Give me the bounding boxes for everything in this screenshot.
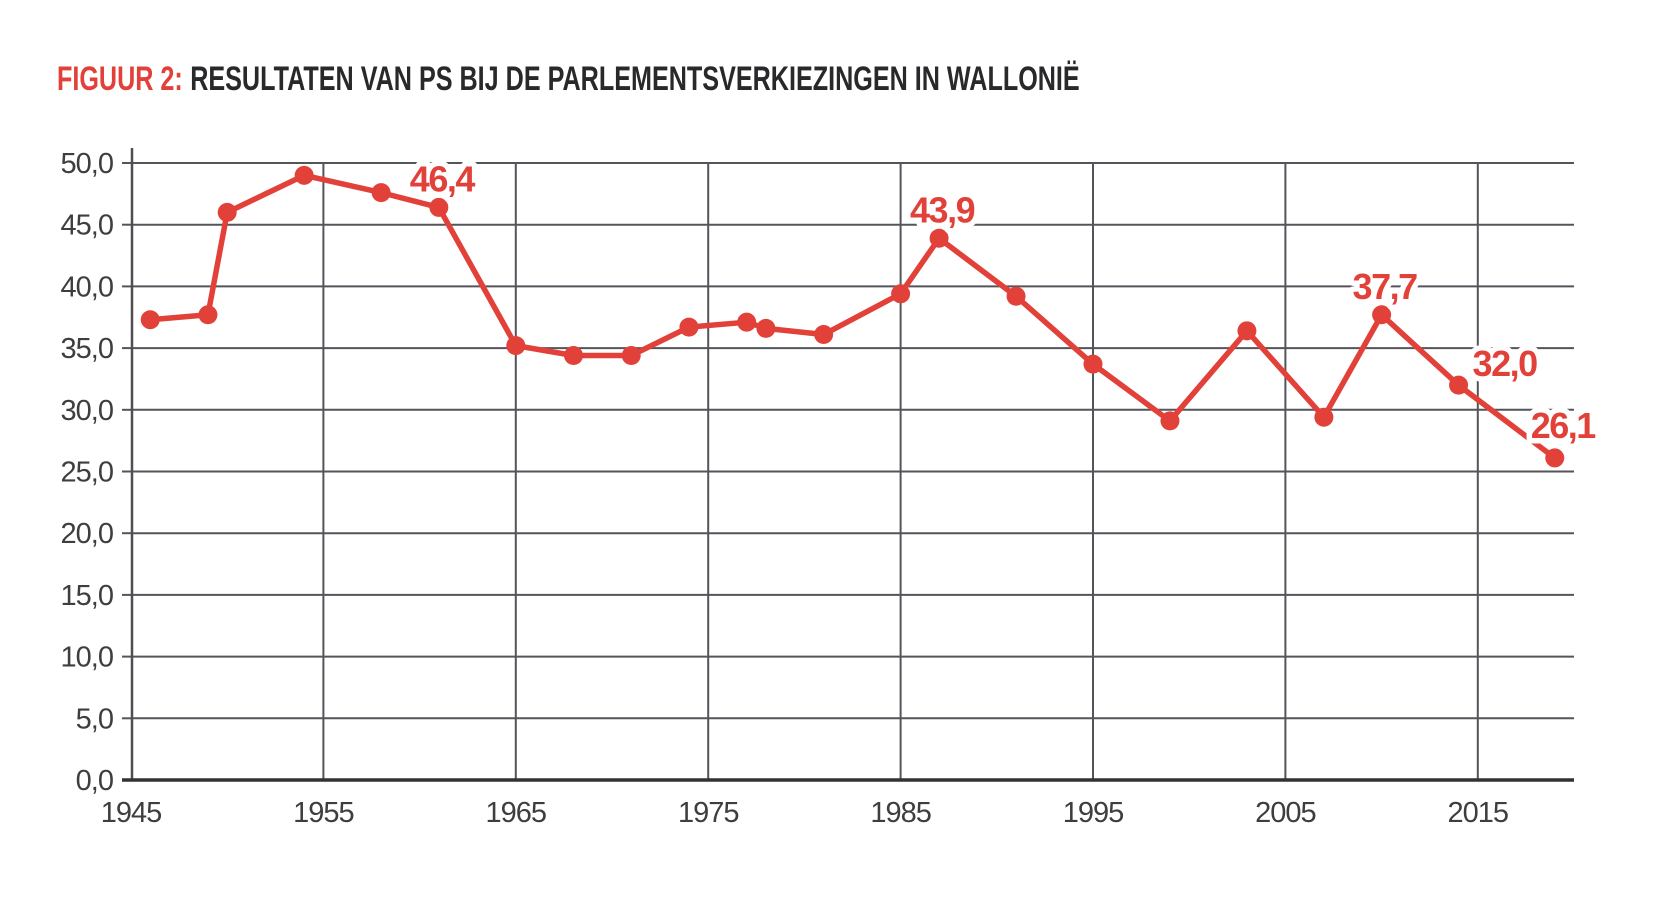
data-point	[1160, 411, 1180, 431]
data-point-label: 26,1	[1531, 405, 1597, 446]
data-point-label: 37,7	[1353, 266, 1418, 307]
data-point	[756, 318, 776, 338]
x-axis-label: 1955	[293, 797, 354, 829]
data-point	[679, 317, 699, 337]
y-axis-label: 35,0	[61, 333, 113, 365]
y-axis-label: 40,0	[61, 271, 113, 303]
data-point	[217, 202, 237, 222]
data-point	[814, 325, 834, 345]
figure-number-label: FIGUUR 2:	[57, 60, 183, 98]
data-point	[371, 183, 391, 203]
y-axis-label: 45,0	[61, 210, 113, 242]
x-axis-label: 1995	[1063, 797, 1124, 829]
data-point	[1083, 354, 1103, 374]
y-axis-label: 30,0	[61, 395, 113, 427]
data-point	[294, 165, 314, 185]
y-axis-label: 20,0	[61, 518, 113, 550]
data-point	[1237, 321, 1257, 341]
x-axis-label: 1965	[486, 797, 547, 829]
figure-title: FIGUUR 2: RESULTATEN VAN PS BIJ DE PARLEM…	[57, 62, 1080, 96]
data-point	[1449, 375, 1469, 395]
y-axis-label: 5,0	[76, 703, 113, 735]
x-axis-label: 1985	[870, 797, 931, 829]
y-axis-label: 25,0	[61, 457, 113, 489]
data-point	[929, 228, 949, 248]
data-point	[737, 312, 757, 332]
ps-result-line	[147, 172, 1558, 461]
data-point	[621, 346, 641, 366]
data-point	[198, 305, 218, 325]
data-point	[1372, 305, 1392, 325]
data-point	[891, 284, 911, 304]
data-point-label: 43,9	[910, 189, 975, 230]
x-axis-label: 1975	[678, 797, 739, 829]
data-point	[140, 310, 160, 330]
figure-title-text: RESULTATEN VAN PS BIJ DE PARLEMENTSVERKI…	[190, 60, 1080, 98]
data-point	[1314, 407, 1334, 427]
x-axis-label: 1945	[101, 797, 162, 829]
y-axis-label: 10,0	[61, 642, 113, 674]
data-point-label: 46,4	[410, 158, 476, 199]
data-point	[429, 197, 449, 217]
data-point	[564, 346, 584, 366]
x-axis-label: 2005	[1255, 797, 1316, 829]
y-axis-label: 50,0	[61, 148, 113, 180]
data-point	[1006, 286, 1026, 306]
data-point	[1545, 448, 1565, 468]
data-point-label: 32,0	[1473, 343, 1538, 384]
y-axis-label: 0,0	[76, 765, 113, 797]
x-axis-label: 2015	[1448, 797, 1509, 829]
y-axis-label: 15,0	[61, 580, 113, 612]
data-point	[506, 336, 526, 356]
